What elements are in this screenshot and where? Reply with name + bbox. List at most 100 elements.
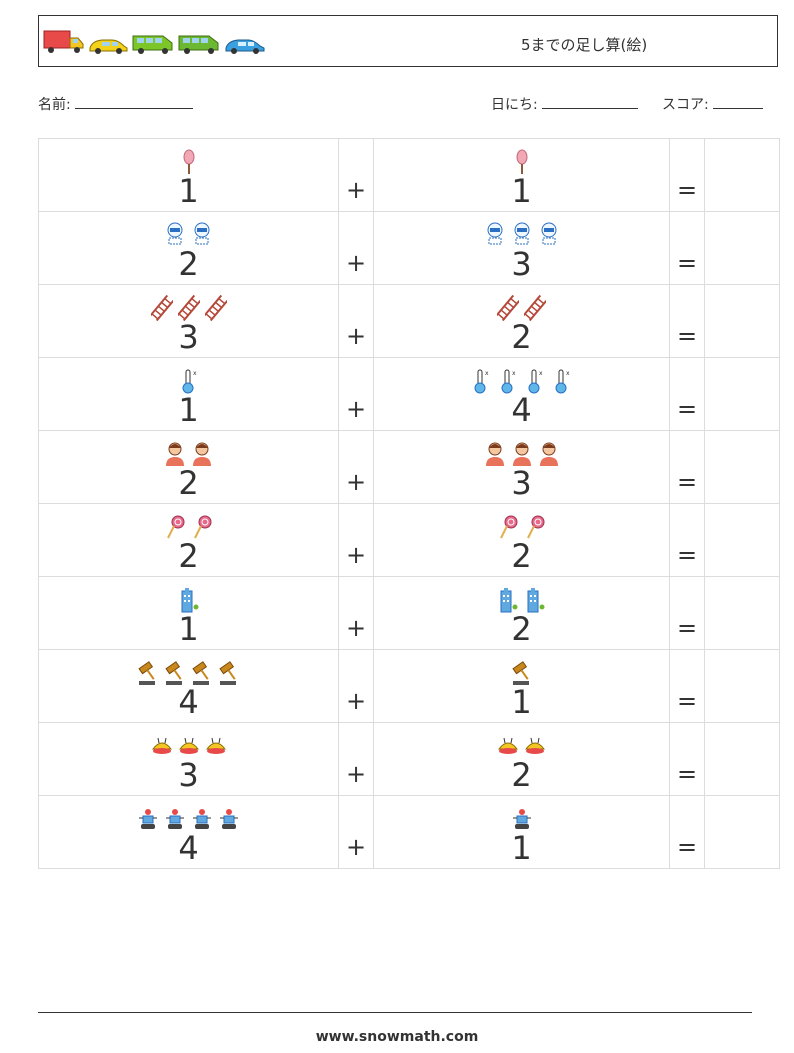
- addend-a-number: 4: [178, 683, 199, 721]
- equals-cell: =: [669, 430, 705, 504]
- addend-a-pictures: [39, 441, 338, 469]
- answer-cell[interactable]: [704, 138, 780, 212]
- equals-cell: =: [669, 503, 705, 577]
- person-icon: [164, 441, 186, 467]
- addend-a-pictures: [39, 733, 338, 761]
- addend-a-cell: 4: [38, 649, 339, 723]
- score-field[interactable]: スコア:: [662, 94, 763, 114]
- equals-cell: =: [669, 576, 705, 650]
- svg-text:x: x: [193, 370, 197, 377]
- answer-cell[interactable]: [704, 576, 780, 650]
- ladder-icon: [497, 295, 519, 321]
- worksheet-title: 5までの足し算(絵): [521, 36, 648, 54]
- plus-sign: +: [345, 687, 367, 715]
- addend-a-pictures: [39, 514, 338, 542]
- addend-b-cell: 2: [373, 503, 670, 577]
- thermometer-icon: x: [551, 368, 573, 394]
- lollipop-icon: [524, 514, 546, 540]
- gavel-icon: [511, 660, 533, 686]
- rover-robot-icon: [191, 806, 213, 832]
- name-field[interactable]: 名前:: [38, 94, 193, 114]
- plus-sign: +: [345, 176, 367, 204]
- plus-sign: +: [345, 468, 367, 496]
- answer-cell[interactable]: [704, 649, 780, 723]
- plus-sign: +: [345, 614, 367, 642]
- equals-cell: =: [669, 138, 705, 212]
- equals-cell: =: [669, 211, 705, 285]
- plus-cell: +: [338, 503, 374, 577]
- plus-sign: +: [345, 541, 367, 569]
- addend-a-cell: 1: [38, 138, 339, 212]
- equals-sign: =: [676, 760, 698, 788]
- addend-a-number: 1: [178, 610, 199, 648]
- gavel-icon: [191, 660, 213, 686]
- plus-cell: +: [338, 211, 374, 285]
- addend-b-number: 2: [511, 537, 532, 575]
- addend-b-number: 3: [511, 245, 532, 283]
- person-icon: [538, 441, 560, 467]
- answer-cell[interactable]: [704, 722, 780, 796]
- addend-a-cell: 2: [38, 503, 339, 577]
- addend-a-cell: 2: [38, 430, 339, 504]
- building-icon: [497, 587, 519, 613]
- equals-cell: =: [669, 649, 705, 723]
- answer-cell[interactable]: [704, 211, 780, 285]
- addend-b-cell: 2: [373, 284, 670, 358]
- equals-sign: =: [676, 249, 698, 277]
- cake-icon: [151, 733, 173, 759]
- taxi-icon: [89, 39, 128, 54]
- footer-url: www.snowmath.com: [315, 1029, 479, 1045]
- addend-b-pictures: [374, 587, 669, 615]
- addend-a-number: 4: [178, 829, 199, 867]
- addend-b-pictures: [374, 733, 669, 761]
- ladder-icon: [204, 295, 227, 321]
- addend-a-cell: 4: [38, 795, 339, 869]
- rover-robot-icon: [137, 806, 159, 832]
- footer-divider: [38, 1012, 752, 1013]
- addend-b-pictures: [374, 295, 669, 323]
- plus-cell: +: [338, 138, 374, 212]
- addend-b-cell: 3: [373, 211, 670, 285]
- person-icon: [511, 441, 533, 467]
- ladder-icon: [177, 295, 200, 321]
- addend-a-number: 2: [178, 464, 199, 502]
- green-van-icon: [178, 35, 219, 54]
- problem-row: 1 +1 =: [38, 138, 780, 212]
- plus-sign: +: [345, 249, 367, 277]
- cake-icon: [524, 733, 546, 759]
- score-blank[interactable]: [712, 94, 763, 109]
- addend-a-number: 3: [178, 318, 199, 356]
- plus-sign: +: [345, 760, 367, 788]
- addend-a-number: 2: [178, 245, 199, 283]
- addend-a-pictures: [39, 660, 338, 688]
- date-field[interactable]: 日にち:: [491, 94, 638, 114]
- plus-cell: +: [338, 795, 374, 869]
- equals-sign: =: [676, 176, 698, 204]
- ladder-icon: [150, 295, 173, 321]
- addend-b-number: 1: [511, 172, 532, 210]
- date-blank[interactable]: [541, 94, 638, 109]
- addend-a-number: 3: [178, 756, 199, 794]
- plus-cell: +: [338, 284, 374, 358]
- answer-cell[interactable]: [704, 503, 780, 577]
- addend-b-cell: 2: [373, 576, 670, 650]
- addend-b-number: 1: [511, 683, 532, 721]
- addend-a-pictures: x: [39, 368, 338, 396]
- date-label: 日にち:: [491, 97, 538, 113]
- ladder-icon: [524, 295, 546, 321]
- rover-robot-icon: [511, 806, 533, 832]
- addend-a-cell: 3: [38, 722, 339, 796]
- cake-icon: [178, 733, 200, 759]
- header-box: 5までの足し算(絵): [38, 15, 778, 67]
- answer-cell[interactable]: [704, 795, 780, 869]
- answer-cell[interactable]: [704, 430, 780, 504]
- addend-b-number: 3: [511, 464, 532, 502]
- thermometer-icon: x: [470, 368, 492, 394]
- problem-row: 2 +2 =: [38, 503, 780, 577]
- addend-a-number: 1: [178, 172, 199, 210]
- person-icon: [191, 441, 213, 467]
- thermometer-icon: x: [178, 368, 200, 394]
- answer-cell[interactable]: [704, 357, 780, 431]
- name-blank[interactable]: [74, 94, 193, 109]
- answer-cell[interactable]: [704, 284, 780, 358]
